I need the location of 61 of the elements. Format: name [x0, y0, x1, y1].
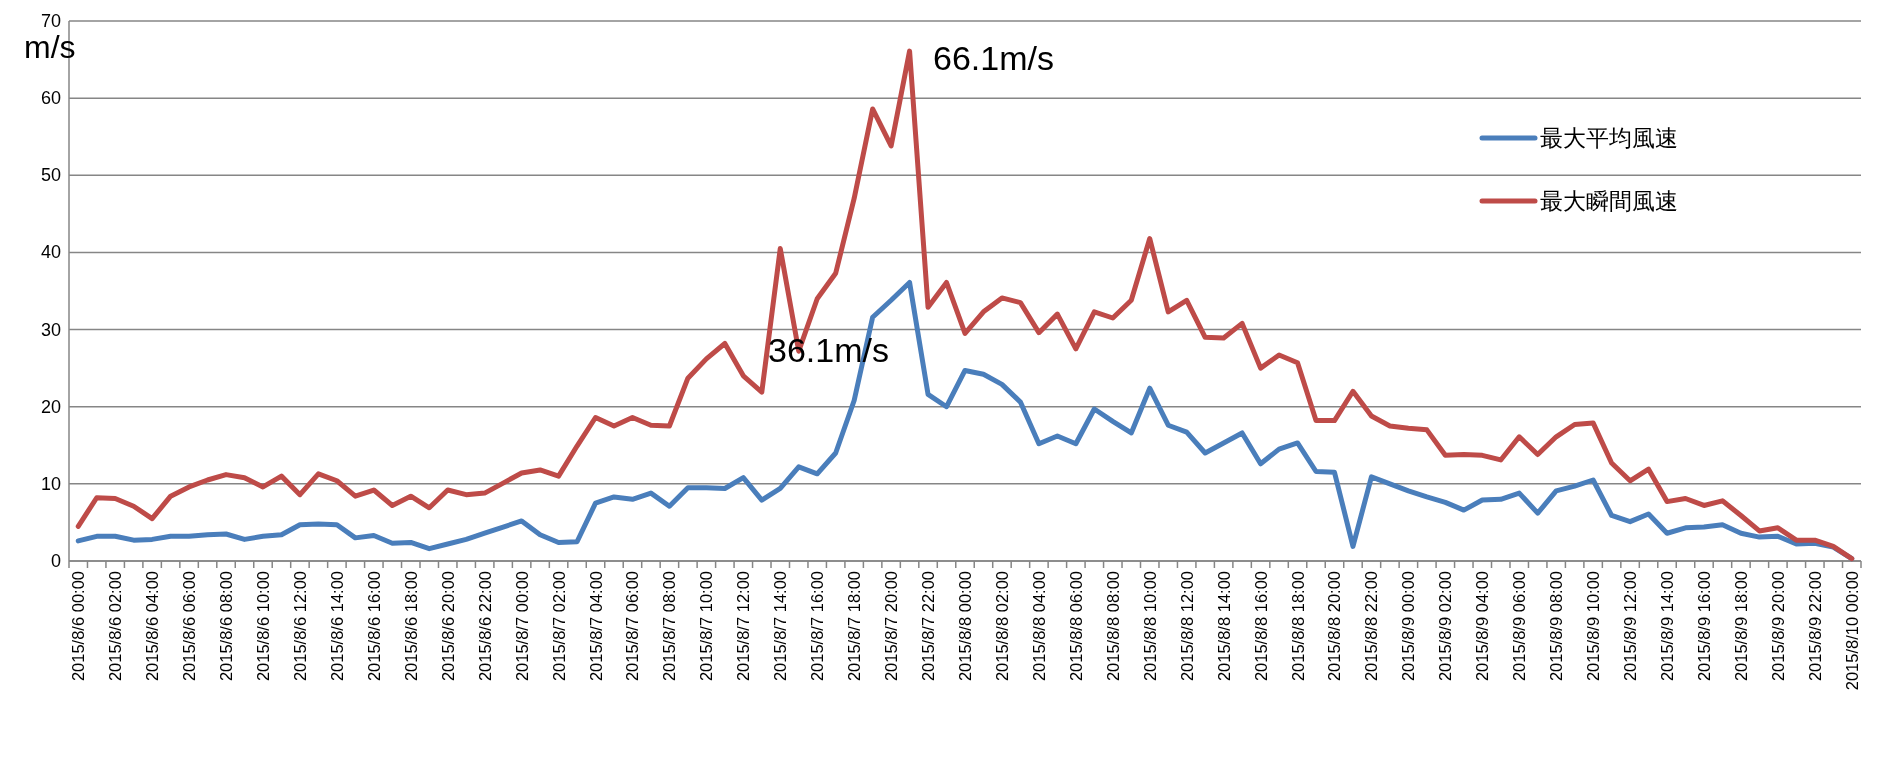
x-tick-label: 2015/8/7 02:00 [549, 571, 568, 682]
x-tick-label: 2015/8/9 16:00 [1694, 571, 1713, 682]
x-tick-label: 2015/8/8 06:00 [1066, 571, 1085, 682]
x-tick-label: 2015/8/8 12:00 [1177, 571, 1196, 682]
x-tick-label: 2015/8/9 10:00 [1584, 571, 1603, 682]
x-tick-label: 2015/8/6 06:00 [180, 571, 199, 682]
x-tick-label: 2015/8/6 00:00 [69, 571, 88, 682]
annotation: 66.1m/s [933, 39, 1054, 77]
y-tick-label: 0 [50, 551, 61, 571]
x-tick-label: 2015/8/6 20:00 [438, 571, 457, 682]
y-tick-label: 50 [40, 165, 61, 186]
x-tick-label: 2015/8/6 12:00 [290, 571, 309, 682]
legend-label: 最大平均風速 [1540, 125, 1678, 151]
x-tick-label: 2015/8/8 20:00 [1325, 571, 1344, 682]
y-axis-title: m/s [24, 29, 76, 65]
x-tick-label: 2015/8/7 06:00 [623, 571, 642, 682]
x-tick-label: 2015/8/7 18:00 [845, 571, 864, 682]
y-tick-label: 20 [40, 396, 61, 417]
x-tick-label: 2015/8/9 22:00 [1805, 571, 1824, 682]
x-tick-label: 2015/8/9 20:00 [1768, 571, 1787, 682]
x-tick-label: 2015/8/7 08:00 [660, 571, 679, 682]
x-tick-label: 2015/8/7 04:00 [586, 571, 605, 682]
x-tick-label: 2015/8/9 18:00 [1731, 571, 1750, 682]
x-tick-label: 2015/8/8 16:00 [1251, 571, 1270, 682]
x-tick-label: 2015/8/6 08:00 [217, 571, 236, 682]
x-tick-label: 2015/8/6 10:00 [253, 571, 272, 682]
x-tick-label: 2015/8/9 02:00 [1436, 571, 1455, 682]
x-tick-label: 2015/8/9 08:00 [1547, 571, 1566, 682]
x-tick-label: 2015/8/7 00:00 [512, 571, 531, 682]
legend-label: 最大瞬間風速 [1540, 188, 1678, 214]
y-tick-label: 60 [40, 88, 61, 109]
x-tick-label: 2015/8/7 16:00 [808, 571, 827, 682]
x-tick-label: 2015/8/10 00:00 [1842, 571, 1861, 691]
x-tick-label: 2015/8/7 12:00 [734, 571, 753, 682]
x-tick-label: 2015/8/8 08:00 [1103, 571, 1122, 682]
x-tick-label: 2015/8/9 00:00 [1399, 571, 1418, 682]
x-tick-label: 2015/8/7 14:00 [771, 571, 790, 682]
x-tick-label: 2015/8/6 14:00 [327, 571, 346, 682]
x-tick-label: 2015/8/8 04:00 [1029, 571, 1048, 682]
x-tick-label: 2015/8/8 10:00 [1140, 571, 1159, 682]
x-tick-label: 2015/8/8 02:00 [992, 571, 1011, 682]
x-tick-label: 2015/8/9 06:00 [1510, 571, 1529, 682]
x-tick-label: 2015/8/8 14:00 [1214, 571, 1233, 682]
x-tick-label: 2015/8/6 16:00 [364, 571, 383, 682]
x-tick-label: 2015/8/6 04:00 [143, 571, 162, 682]
x-tick-label: 2015/8/8 00:00 [956, 571, 974, 682]
x-tick-label: 2015/8/6 18:00 [401, 571, 420, 682]
x-tick-label: 2015/8/7 20:00 [882, 571, 901, 682]
x-tick-label: 2015/8/8 22:00 [1362, 571, 1381, 682]
y-tick-label: 40 [40, 242, 61, 263]
x-tick-label: 2015/8/6 02:00 [106, 571, 125, 682]
x-tick-label: 2015/8/9 14:00 [1658, 571, 1677, 682]
y-tick-label: 10 [40, 473, 61, 494]
y-tick-label: 70 [40, 11, 61, 31]
y-tick-label: 30 [40, 319, 61, 340]
x-tick-label: 2015/8/7 22:00 [919, 571, 938, 682]
x-tick-label: 2015/8/9 04:00 [1473, 571, 1492, 682]
x-tick-label: 2015/8/9 12:00 [1621, 571, 1640, 682]
x-tick-label: 2015/8/7 10:00 [697, 571, 716, 682]
x-tick-label: 2015/8/8 18:00 [1288, 571, 1307, 682]
x-tick-label: 2015/8/6 22:00 [475, 571, 494, 682]
